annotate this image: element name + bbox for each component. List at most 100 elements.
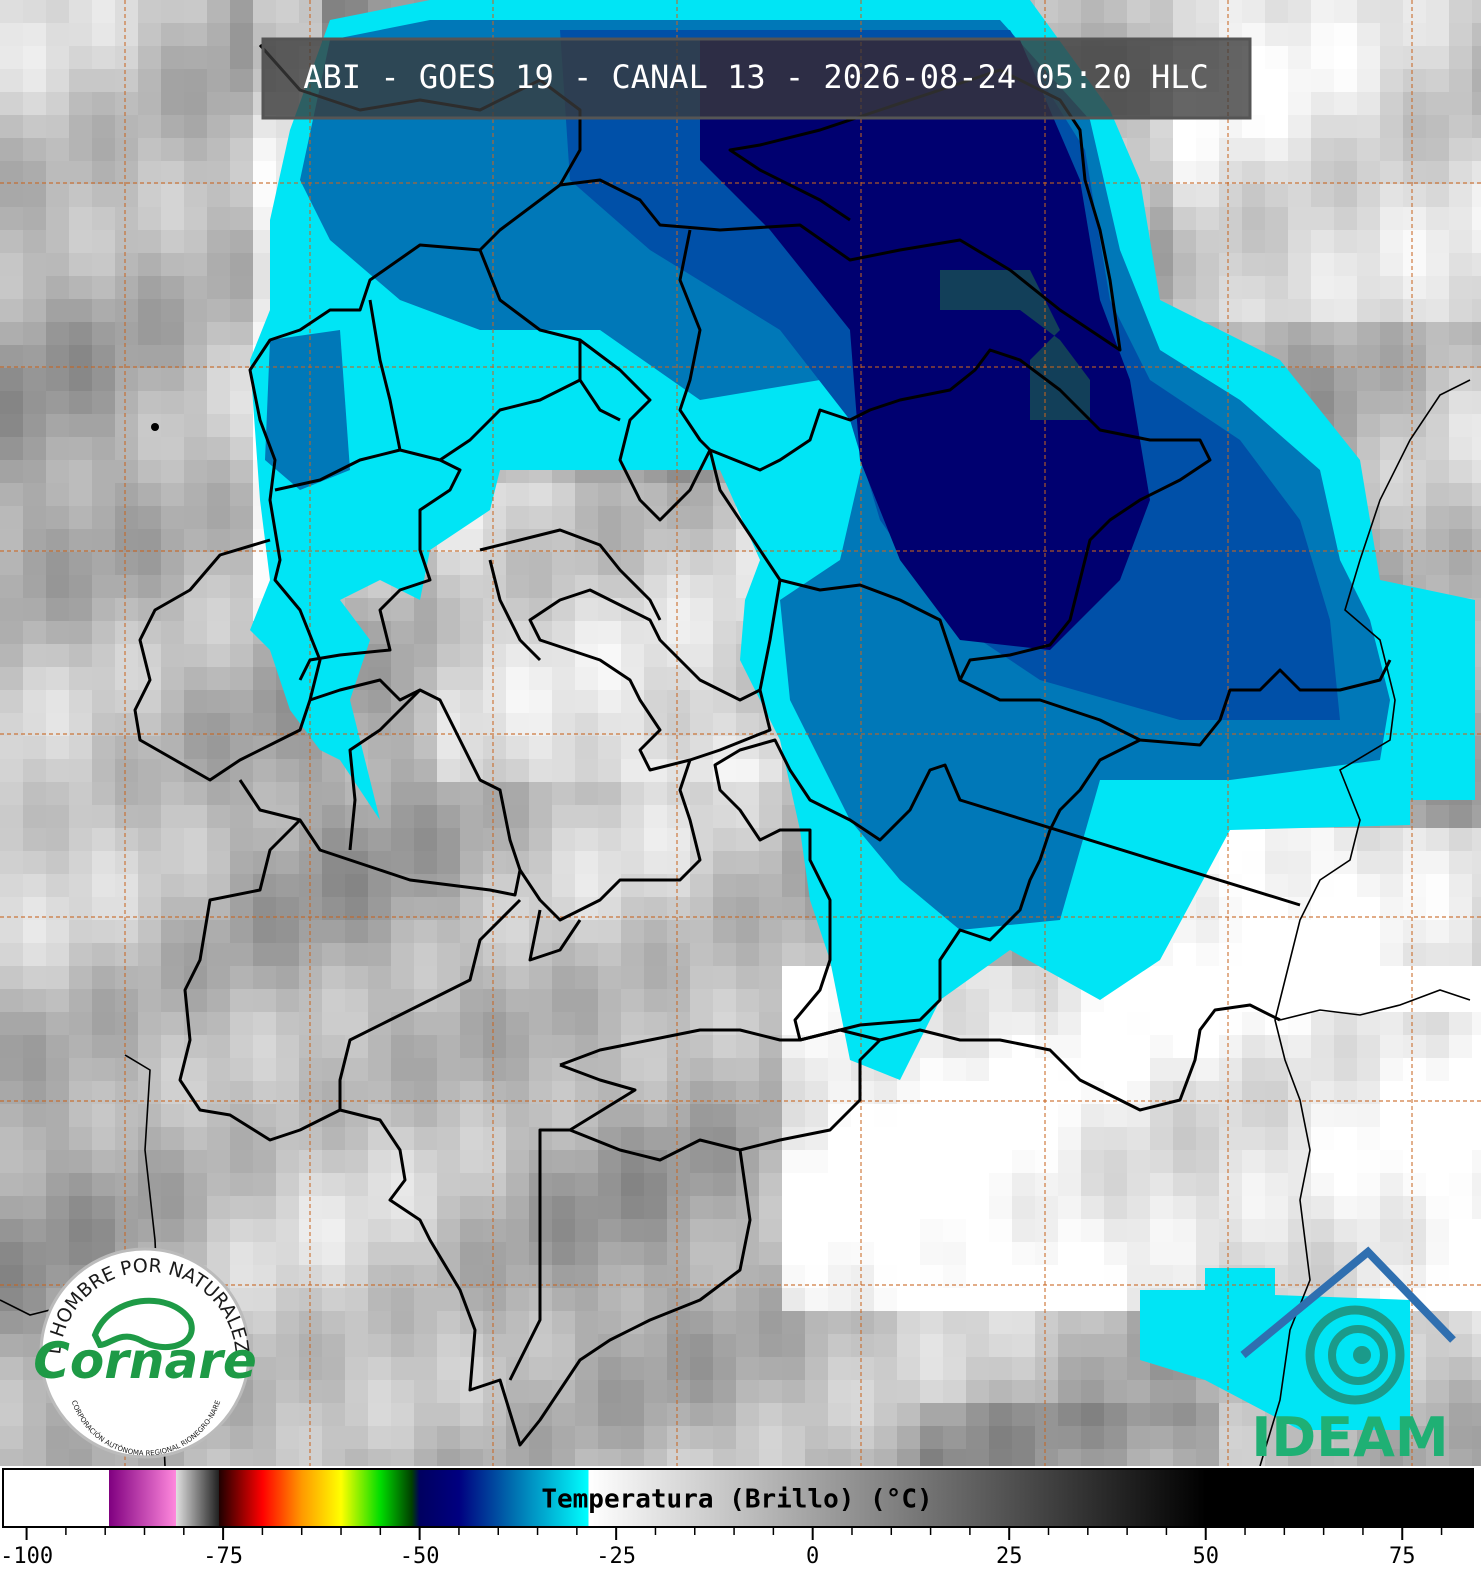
pixel <box>1426 989 1449 1012</box>
pixel <box>23 920 46 943</box>
pixel <box>92 391 115 414</box>
pixel <box>184 391 207 414</box>
pixel <box>874 1081 897 1104</box>
pixel <box>161 0 184 23</box>
pixel <box>1242 1104 1265 1127</box>
pixel <box>1449 253 1472 276</box>
pixel <box>1058 1380 1081 1403</box>
pixel <box>46 1173 69 1196</box>
pixel <box>667 943 690 966</box>
pixel <box>230 782 253 805</box>
pixel <box>621 851 644 874</box>
pixel <box>161 759 184 782</box>
pixel <box>115 483 138 506</box>
pixel <box>1035 1196 1058 1219</box>
pixel <box>1104 1426 1127 1449</box>
pixel <box>115 1127 138 1150</box>
pixel <box>207 207 230 230</box>
pixel <box>414 805 437 828</box>
pixel <box>552 1242 575 1265</box>
pixel <box>667 851 690 874</box>
pixel <box>184 483 207 506</box>
pixel <box>598 506 621 529</box>
pixel <box>483 1334 506 1357</box>
pixel <box>1449 460 1472 483</box>
pixel <box>989 1449 1012 1466</box>
pixel <box>736 690 759 713</box>
pixel <box>115 230 138 253</box>
pixel <box>1035 1242 1058 1265</box>
pixel <box>437 1288 460 1311</box>
pixel <box>1380 23 1403 46</box>
pixel <box>943 1242 966 1265</box>
pixel <box>230 322 253 345</box>
pixel <box>1334 69 1357 92</box>
pixel <box>138 230 161 253</box>
pixel <box>184 575 207 598</box>
pixel <box>138 713 161 736</box>
pixel <box>644 552 667 575</box>
pixel <box>368 1380 391 1403</box>
pixel <box>621 874 644 897</box>
pixel <box>1288 874 1311 897</box>
pixel <box>23 207 46 230</box>
pixel <box>230 1242 253 1265</box>
pixel <box>368 1196 391 1219</box>
pixel <box>966 1127 989 1150</box>
pixel <box>1334 1012 1357 1035</box>
pixel <box>1173 920 1196 943</box>
cloud-navy <box>700 40 1150 650</box>
pixel <box>644 897 667 920</box>
pixel <box>552 690 575 713</box>
pixel <box>1150 1104 1173 1127</box>
pixel <box>690 1219 713 1242</box>
pixel <box>1265 943 1288 966</box>
pixel <box>460 1196 483 1219</box>
pixel <box>1449 1380 1472 1403</box>
pixel <box>667 1012 690 1035</box>
pixel <box>391 1035 414 1058</box>
pixel <box>1173 1127 1196 1150</box>
pixel <box>161 368 184 391</box>
pixel <box>1035 1357 1058 1380</box>
pixel <box>506 575 529 598</box>
pixel <box>1472 621 1481 644</box>
pixel <box>667 782 690 805</box>
pixel <box>598 736 621 759</box>
pixel <box>483 966 506 989</box>
pixel <box>437 1058 460 1081</box>
pixel <box>1403 1242 1426 1265</box>
pixel <box>207 621 230 644</box>
pixel <box>437 736 460 759</box>
pixel <box>368 1058 391 1081</box>
pixel <box>1265 1219 1288 1242</box>
pixel <box>414 920 437 943</box>
pixel <box>184 138 207 161</box>
pixel <box>552 667 575 690</box>
pixel <box>345 1196 368 1219</box>
pixel <box>0 92 23 115</box>
pixel <box>322 805 345 828</box>
pixel <box>1219 1012 1242 1035</box>
pixel <box>115 414 138 437</box>
pixel <box>0 920 23 943</box>
pixel <box>621 1012 644 1035</box>
pixel <box>23 69 46 92</box>
pixel <box>667 874 690 897</box>
pixel <box>1242 828 1265 851</box>
pixel <box>1035 989 1058 1012</box>
pixel <box>828 1380 851 1403</box>
pixel <box>529 690 552 713</box>
pixel <box>644 1196 667 1219</box>
pixel <box>437 1127 460 1150</box>
pixel <box>713 1288 736 1311</box>
pixel <box>184 69 207 92</box>
pixel <box>713 1357 736 1380</box>
pixel <box>460 552 483 575</box>
pixel <box>575 897 598 920</box>
pixel <box>621 1058 644 1081</box>
pixel <box>23 1058 46 1081</box>
pixel <box>1104 1242 1127 1265</box>
pixel <box>23 345 46 368</box>
pixel <box>437 621 460 644</box>
